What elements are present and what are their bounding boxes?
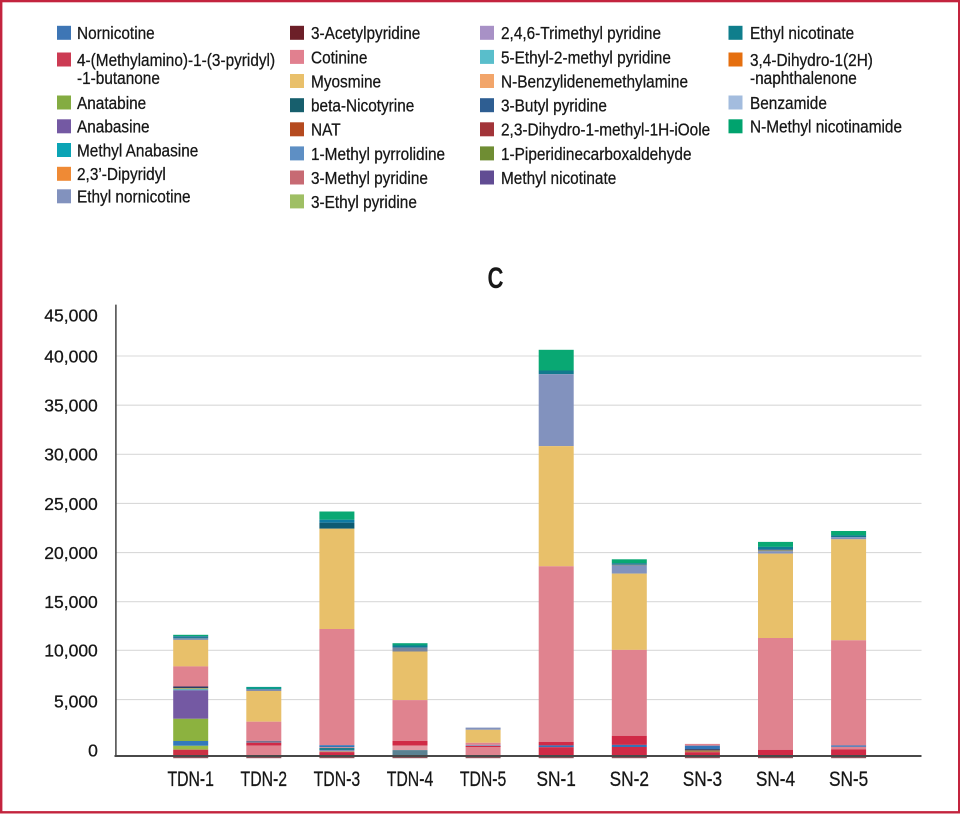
svg-text:3-Butyl pyridine: 3-Butyl pyridine bbox=[501, 96, 607, 116]
svg-text:TDN-2: TDN-2 bbox=[241, 768, 288, 791]
svg-text:-1-butanone: -1-butanone bbox=[77, 68, 160, 88]
svg-text:Cotinine: Cotinine bbox=[311, 47, 367, 67]
svg-text:-naphthalenone: -naphthalenone bbox=[750, 68, 857, 88]
svg-text:30,000: 30,000 bbox=[44, 445, 98, 465]
svg-text:Ethyl nornicotine: Ethyl nornicotine bbox=[77, 187, 191, 207]
svg-text:0: 0 bbox=[88, 741, 98, 761]
svg-text:3,4-Dihydro-1(2H): 3,4-Dihydro-1(2H) bbox=[750, 50, 873, 70]
svg-text:beta-Nicotyrine: beta-Nicotyrine bbox=[311, 96, 414, 116]
svg-text:5-Ethyl-2-methyl pyridine: 5-Ethyl-2-methyl pyridine bbox=[501, 47, 671, 67]
svg-text:TDN-3: TDN-3 bbox=[314, 768, 361, 791]
svg-text:10,000: 10,000 bbox=[44, 641, 98, 661]
svg-text:NAT: NAT bbox=[311, 120, 341, 140]
svg-text:2,3-Dihydro-1-methyl-1H-iOole: 2,3-Dihydro-1-methyl-1H-iOole bbox=[501, 120, 710, 140]
svg-text:Methyl nicotinate: Methyl nicotinate bbox=[501, 168, 616, 188]
svg-text:15,000: 15,000 bbox=[44, 592, 98, 612]
svg-text:3-Methyl pyridine: 3-Methyl pyridine bbox=[311, 168, 428, 188]
svg-text:2,4,6-Trimethyl pyridine: 2,4,6-Trimethyl pyridine bbox=[501, 23, 661, 43]
svg-text:Methyl Anabasine: Methyl Anabasine bbox=[77, 140, 198, 160]
svg-text:SN-4: SN-4 bbox=[756, 768, 796, 791]
svg-text:Anatabine: Anatabine bbox=[77, 93, 146, 113]
svg-text:1-Piperidinecarboxaldehyde: 1-Piperidinecarboxaldehyde bbox=[501, 144, 692, 164]
svg-text:SN-3: SN-3 bbox=[683, 768, 722, 791]
svg-text:3-Ethyl pyridine: 3-Ethyl pyridine bbox=[311, 192, 417, 212]
svg-text:Benzamide: Benzamide bbox=[750, 93, 827, 113]
svg-text:3-Acetylpyridine: 3-Acetylpyridine bbox=[311, 23, 420, 43]
svg-text:SN-5: SN-5 bbox=[829, 768, 868, 791]
svg-text:SN-2: SN-2 bbox=[610, 768, 649, 791]
svg-text:2,3’-Dipyridyl: 2,3’-Dipyridyl bbox=[77, 164, 166, 184]
svg-text:1-Methyl pyrrolidine: 1-Methyl pyrrolidine bbox=[311, 144, 445, 164]
svg-text:40,000: 40,000 bbox=[44, 346, 98, 366]
svg-text:Nornicotine: Nornicotine bbox=[77, 23, 155, 43]
svg-text:N-Methyl nicotinamide: N-Methyl nicotinamide bbox=[750, 117, 902, 137]
svg-text:4-(Methylamino)-1-(3-pyridyl): 4-(Methylamino)-1-(3-pyridyl) bbox=[77, 50, 275, 70]
svg-text:TDN-5: TDN-5 bbox=[460, 768, 507, 791]
svg-text:Myosmine: Myosmine bbox=[311, 71, 381, 91]
svg-text:TDN-1: TDN-1 bbox=[167, 768, 214, 791]
svg-text:35,000: 35,000 bbox=[44, 396, 98, 416]
svg-text:Anabasine: Anabasine bbox=[77, 117, 150, 137]
svg-text:25,000: 25,000 bbox=[44, 494, 98, 514]
svg-text:N-Benzylidenemethylamine: N-Benzylidenemethylamine bbox=[501, 71, 688, 91]
svg-text:Ethyl nicotinate: Ethyl nicotinate bbox=[750, 23, 854, 43]
svg-text:45,000: 45,000 bbox=[44, 305, 98, 325]
svg-text:TDN-4: TDN-4 bbox=[387, 768, 434, 791]
svg-text:20,000: 20,000 bbox=[44, 543, 98, 563]
svg-text:5,000: 5,000 bbox=[54, 691, 98, 711]
svg-text:SN-1: SN-1 bbox=[537, 768, 576, 791]
svg-text:C: C bbox=[488, 262, 504, 295]
